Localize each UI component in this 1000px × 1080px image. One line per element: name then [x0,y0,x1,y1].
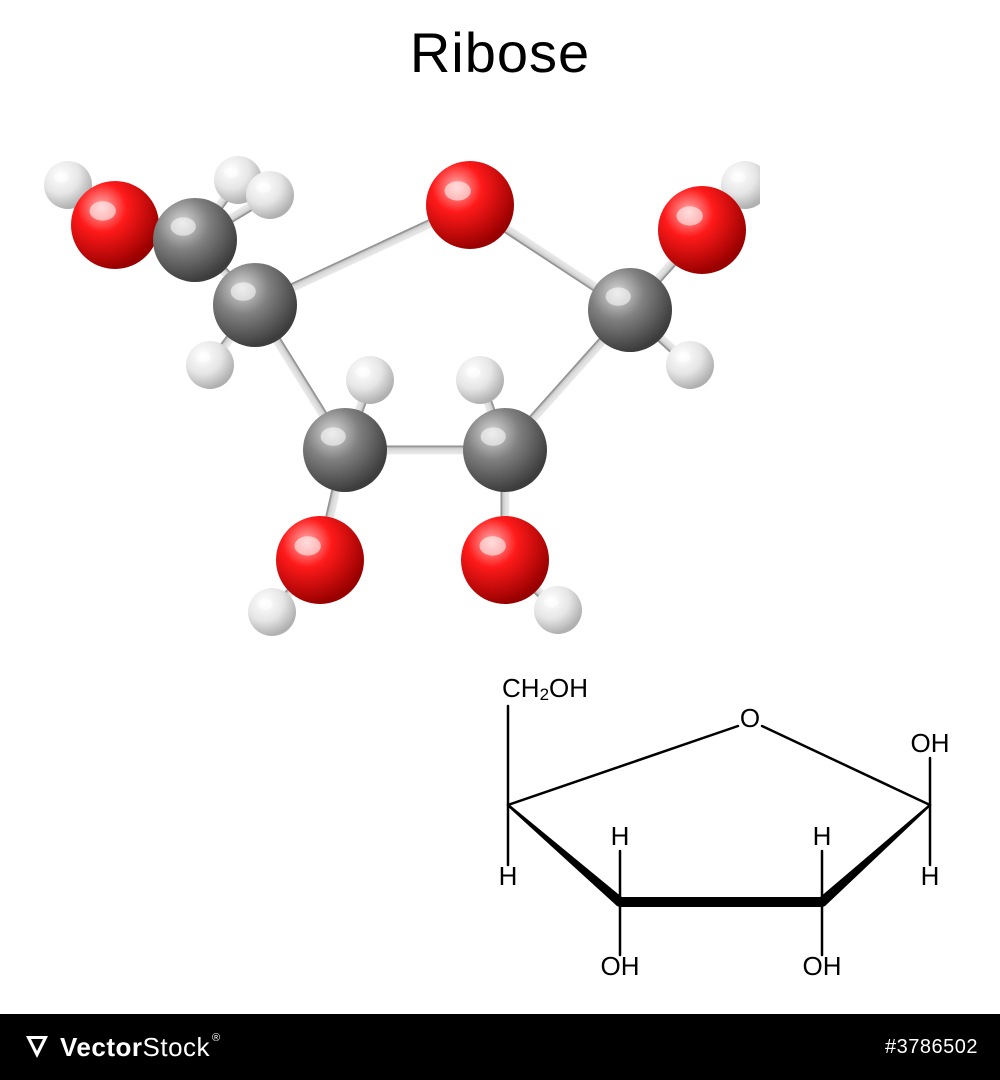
atom-h [456,356,504,404]
atom-c [463,408,547,492]
atom-c [303,408,387,492]
svg-text:H: H [921,861,940,891]
watermark-bar: VectorStock® #3786502 [0,1014,1000,1080]
atom-c [588,268,672,352]
molecule-3d-model [40,110,760,670]
svg-text:H: H [611,821,630,851]
svg-text:H: H [813,821,832,851]
brand-light: Stock® [143,1032,221,1063]
atom-h [246,171,294,219]
atom-c [213,263,297,347]
atom-h [666,341,714,389]
atom-o [658,186,746,274]
atom-o [426,161,514,249]
brand-bold: Vector [60,1032,143,1062]
atom-h [534,586,582,634]
page-title: Ribose [0,20,1000,85]
svg-text:CH2OH: CH2OH [502,673,588,705]
atom-c [153,198,237,282]
svg-text:O: O [740,703,760,733]
atom-o [276,516,364,604]
logo-icon [22,1032,52,1062]
atom-h [248,588,296,636]
atom-h [186,341,234,389]
watermark-id: #3786502 [885,1036,978,1059]
watermark-logo: VectorStock® [22,1032,221,1063]
atom-o [461,516,549,604]
svg-text:H: H [499,861,518,891]
svg-text:OH: OH [911,728,950,758]
atom-o [71,181,159,269]
svg-text:OH: OH [803,951,842,981]
atom-h [346,356,394,404]
svg-text:OH: OH [601,951,640,981]
molecule-2d-structure: O OH H H OH H OH CH2OH H [450,640,970,1000]
